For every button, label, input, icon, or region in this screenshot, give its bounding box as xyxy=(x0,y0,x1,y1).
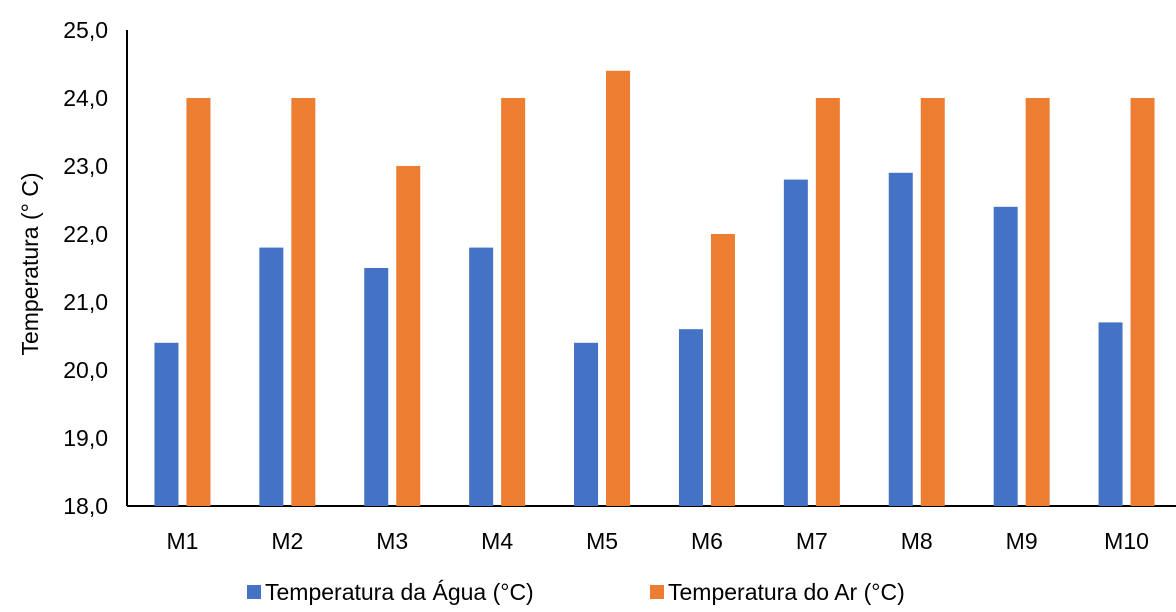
x-tick-label: M3 xyxy=(376,528,408,554)
bar-air-temperature xyxy=(186,98,211,506)
bar-water-temperature xyxy=(154,342,179,506)
y-axis-title-group: Temperatura (° C) xyxy=(17,172,43,355)
x-tick-label: M6 xyxy=(691,528,723,554)
x-axis-ticks: M1 M2 M3 M4 M5 M6 M7 M8 M9 M10 xyxy=(166,528,1148,554)
legend-swatch xyxy=(247,585,261,599)
bar-water-temperature xyxy=(993,206,1018,507)
x-tick-label: M9 xyxy=(1006,528,1038,554)
bar-air-temperature xyxy=(815,98,840,506)
bar-air-temperature xyxy=(710,234,735,506)
bar-air-temperature xyxy=(1025,98,1050,506)
bar-water-temperature xyxy=(259,247,284,506)
bar-air-temperature xyxy=(606,70,631,507)
bar-air-temperature xyxy=(501,98,526,506)
bar-water-temperature xyxy=(469,247,494,506)
bar-air-temperature xyxy=(291,98,316,506)
bar-water-temperature xyxy=(678,329,703,506)
legend-label: Temperatura da Água (°C) xyxy=(265,579,534,605)
legend-swatch xyxy=(650,585,664,599)
x-tick-label: M10 xyxy=(1104,528,1149,554)
legend: Temperatura da Água (°C) Temperatura do A… xyxy=(247,579,905,605)
y-tick-label: 22,0 xyxy=(63,221,108,247)
bar-water-temperature xyxy=(1098,322,1123,506)
bar-air-temperature xyxy=(1130,98,1155,506)
y-tick-label: 23,0 xyxy=(63,153,108,179)
y-tick-label: 21,0 xyxy=(63,289,108,315)
bar-air-temperature xyxy=(920,98,945,506)
bar-air-temperature xyxy=(396,166,421,506)
y-tick-label: 25,0 xyxy=(63,17,108,43)
x-tick-label: M2 xyxy=(271,528,303,554)
y-tick-label: 18,0 xyxy=(63,493,108,519)
bar-water-temperature xyxy=(364,268,389,506)
y-tick-label: 24,0 xyxy=(63,85,108,111)
bars-group xyxy=(154,70,1155,507)
y-axis-ticks: 18,0 19,0 20,0 21,0 22,0 23,0 24,0 25,0 xyxy=(63,17,108,519)
bar-water-temperature xyxy=(574,342,599,506)
x-tick-label: M8 xyxy=(901,528,933,554)
x-tick-label: M5 xyxy=(586,528,618,554)
y-tick-label: 19,0 xyxy=(63,425,108,451)
bar-water-temperature xyxy=(888,172,913,507)
bar-water-temperature xyxy=(783,179,808,506)
y-tick-label: 20,0 xyxy=(63,357,108,383)
x-tick-label: M1 xyxy=(166,528,198,554)
x-tick-label: M4 xyxy=(481,528,513,554)
legend-label: Temperatura do Ar (°C) xyxy=(668,579,905,605)
y-axis-title: Temperatura (° C) xyxy=(17,172,43,355)
x-tick-label: M7 xyxy=(796,528,828,554)
